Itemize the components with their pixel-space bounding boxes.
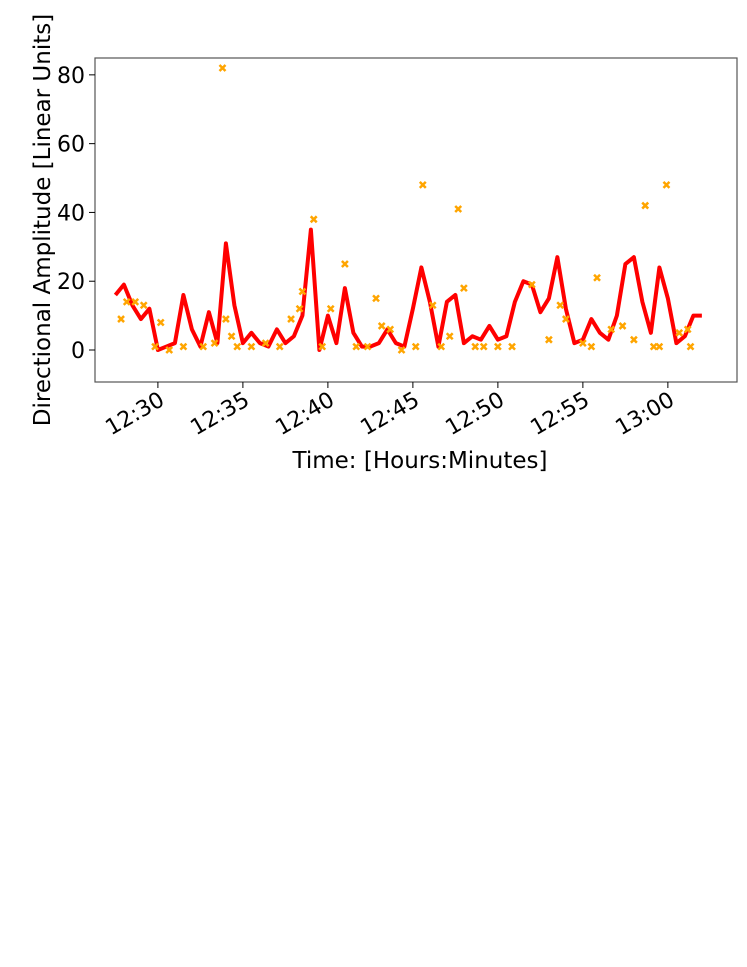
scatter-marker <box>122 297 131 306</box>
scatter-marker <box>411 342 420 351</box>
scatter-marker <box>437 342 446 351</box>
y-tick-label: 60 <box>57 133 85 158</box>
scatter-marker <box>479 342 488 351</box>
scatter-marker <box>428 301 437 310</box>
scatter-marker <box>459 284 468 292</box>
scatter-marker <box>629 335 638 344</box>
scatter-marker <box>587 342 596 351</box>
scatter-marker <box>179 342 188 351</box>
scatter-marker <box>341 260 349 268</box>
scatter-marker <box>227 332 236 341</box>
scatter-marker <box>641 201 650 210</box>
scatter-marker <box>222 315 230 323</box>
scatter-marker <box>352 342 361 351</box>
y-tick-label: 20 <box>57 270 85 295</box>
y-tick-label: 40 <box>57 201 85 226</box>
x-tick-label: 12:50 <box>441 388 508 441</box>
x-tick-label: 12:35 <box>186 388 253 441</box>
scatter-marker <box>165 346 174 354</box>
scatter-marker <box>493 342 502 351</box>
scatter-marker <box>561 315 570 323</box>
scatter-marker <box>544 335 553 344</box>
scatter-marker <box>372 294 380 303</box>
scatter-marker <box>655 342 664 351</box>
scatter-marker <box>309 215 318 224</box>
scatter-marker <box>527 280 536 289</box>
scatter-marker <box>556 301 565 310</box>
scatter-marker <box>199 342 208 351</box>
scatter-marker <box>287 315 295 323</box>
scatter-marker <box>578 339 587 348</box>
scatter-marker <box>418 181 427 189</box>
scatter-marker <box>508 342 516 351</box>
y-tick-label: 0 <box>71 339 85 364</box>
x-tick-label: 12:40 <box>271 388 338 441</box>
scatter-marker <box>318 342 327 351</box>
scatter-marker <box>683 325 692 334</box>
x-tick-label: 13:00 <box>611 388 678 441</box>
scatter-marker <box>247 342 256 351</box>
scatter-marker <box>261 339 270 348</box>
y-axis-label: Directional Amplitude [Linear Units] <box>30 14 56 426</box>
scatter-marker <box>618 322 627 330</box>
data-line <box>113 227 702 353</box>
x-tick-label: 12:55 <box>526 388 593 441</box>
scatter-marker <box>593 273 601 282</box>
scatter-marker <box>139 301 148 310</box>
x-axis-label: Time: [Hours:Minutes] <box>292 448 548 474</box>
y-tick-label: 80 <box>57 64 85 89</box>
scatter-marker <box>386 325 395 334</box>
scatter-marker <box>377 322 386 330</box>
scatter-marker <box>471 342 480 351</box>
scatter-marker <box>298 287 307 296</box>
scatter-marker <box>397 346 406 354</box>
plot-frame <box>94 57 738 383</box>
scatter-marker <box>454 205 463 213</box>
scatter-marker <box>662 181 671 189</box>
scatter-marker <box>295 304 304 313</box>
scatter-marker <box>363 342 372 351</box>
scatter-marker <box>445 332 454 341</box>
scatter-marker <box>275 342 284 351</box>
scatter-marker <box>131 297 140 306</box>
x-tick-label: 12:45 <box>356 388 423 441</box>
scatter-marker <box>686 342 695 351</box>
scatter-marker <box>233 342 242 351</box>
scatter-marker <box>156 318 165 327</box>
scatter-marker <box>218 64 227 72</box>
scatter-marker <box>675 328 684 337</box>
x-tick-label: 12:30 <box>101 388 168 441</box>
scatter-marker <box>117 315 125 323</box>
scatter-marker <box>607 325 616 334</box>
scatter-marker <box>151 342 159 351</box>
scatter-marker <box>326 304 335 313</box>
scatter-marker <box>210 339 219 348</box>
